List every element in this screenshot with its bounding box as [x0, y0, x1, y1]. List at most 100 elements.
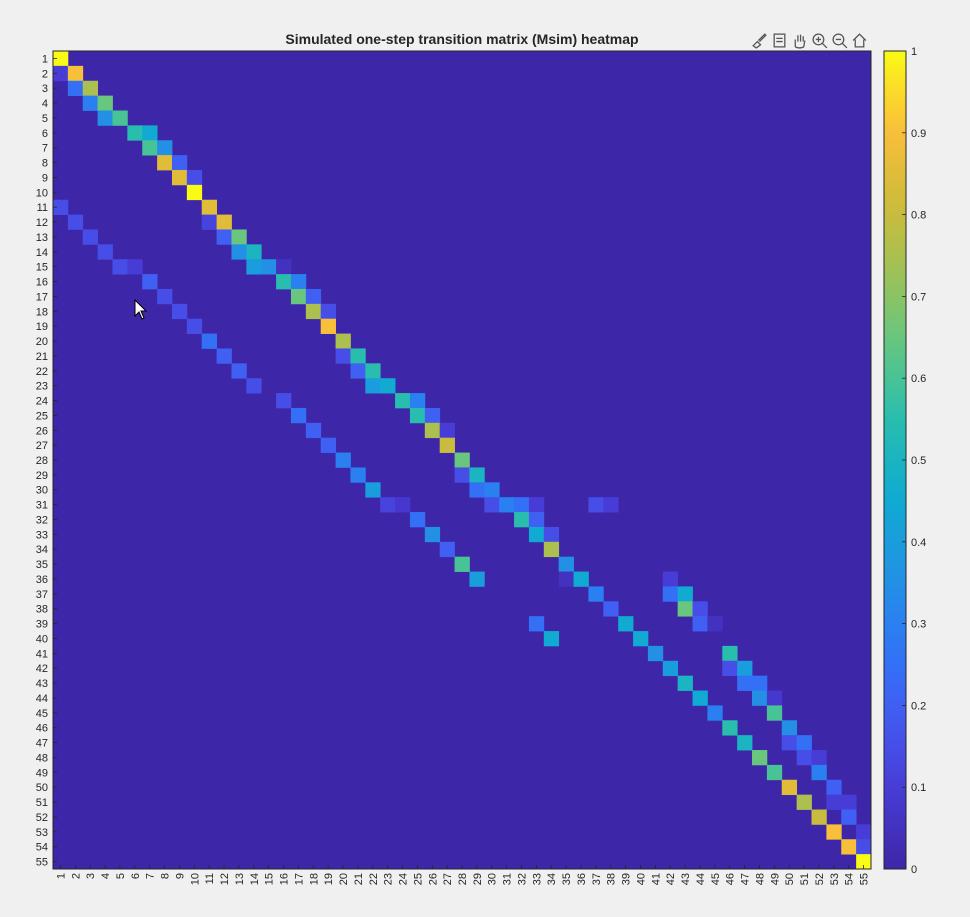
column-tick-label: 46	[725, 873, 737, 885]
colorbar-tick-label: 0.7	[911, 291, 926, 303]
row-tick-label: 45	[36, 708, 48, 720]
heatmap-cell	[98, 244, 113, 259]
zoom-out-button[interactable]	[830, 31, 849, 50]
heatmap-cell	[826, 780, 841, 795]
colorbar-tick-label: 0.5	[911, 455, 926, 467]
column-tick-label: 9	[174, 873, 186, 879]
column-tick-label: 28	[457, 873, 469, 885]
heatmap-cell	[797, 735, 812, 750]
heatmap-cell	[127, 259, 142, 274]
heatmap-cell	[202, 334, 217, 349]
column-tick-label: 11	[204, 873, 216, 884]
column-tick-label: 2	[70, 873, 82, 879]
column-tick-label: 7	[145, 873, 157, 879]
chart-title: Simulated one-step transition matrix (Ms…	[285, 31, 638, 47]
heatmap-cell	[737, 676, 752, 691]
row-tick-label: 2	[42, 68, 48, 80]
heatmap-cell	[246, 244, 261, 259]
heatmap-cell	[707, 705, 722, 720]
heatmap-cell	[559, 557, 574, 572]
column-tick-label: 31	[502, 873, 514, 885]
heatmap-cell	[425, 408, 440, 423]
heatmap-cell	[455, 557, 470, 572]
heatmap-cell	[350, 363, 365, 378]
heatmap-cell	[529, 616, 544, 631]
heatmap-cell	[246, 378, 261, 393]
heatmap-cell	[142, 274, 157, 289]
column-tick-label: 39	[621, 873, 633, 885]
row-tick-label: 5	[42, 113, 48, 125]
column-tick-label: 17	[293, 873, 305, 885]
heatmap-cell	[172, 304, 187, 319]
heatmap-cell	[217, 348, 232, 363]
heatmap-cell	[321, 438, 336, 453]
heatmap-cell	[68, 66, 83, 81]
heatmap-cell	[440, 438, 455, 453]
column-tick-label: 45	[710, 873, 722, 885]
heatmap-cell	[812, 810, 827, 825]
row-tick-label: 22	[36, 366, 48, 378]
heatmap-cell	[693, 616, 708, 631]
heatmap-cell	[157, 155, 172, 170]
column-tick-label: 37	[591, 873, 603, 885]
heatmap-cell	[410, 512, 425, 527]
heatmap-cell	[202, 215, 217, 230]
row-tick-label: 7	[42, 143, 48, 155]
heatmap-cell	[217, 229, 232, 244]
brush-button[interactable]	[750, 31, 769, 50]
heatmap-cell	[410, 408, 425, 423]
heatmap-cell	[291, 289, 306, 304]
heatmap-cell	[544, 542, 559, 557]
zoom-in-icon	[811, 32, 828, 49]
heatmap-cell	[812, 765, 827, 780]
column-tick-label: 15	[264, 873, 276, 885]
column-tick-label: 43	[680, 873, 692, 885]
heatmap-cell	[469, 482, 484, 497]
row-tick-label: 54	[36, 842, 48, 854]
row-tick-label: 49	[36, 767, 48, 779]
column-tick-label: 6	[130, 873, 142, 879]
column-tick-label: 5	[115, 873, 127, 879]
row-tick-label: 23	[36, 381, 48, 393]
heatmap-cell	[767, 765, 782, 780]
heatmap-cell	[856, 839, 871, 854]
heatmap-cell	[365, 378, 380, 393]
axes-toolbar	[750, 29, 869, 51]
row-tick-label: 38	[36, 604, 48, 616]
heatmap-cell	[722, 720, 737, 735]
column-tick-label: 53	[829, 873, 841, 885]
heatmap-cell	[633, 631, 648, 646]
heatmap-cell	[112, 110, 127, 125]
zoom-in-button[interactable]	[810, 31, 829, 50]
datatip-icon	[771, 32, 788, 49]
heatmap-cell	[841, 795, 856, 810]
row-tick-label: 17	[36, 291, 48, 303]
row-tick-label: 31	[36, 500, 48, 512]
heatmap-cell	[276, 393, 291, 408]
heatmap-cell	[707, 616, 722, 631]
heatmap-cell	[812, 750, 827, 765]
heatmap-cell	[678, 586, 693, 601]
column-tick-label: 36	[576, 873, 588, 885]
column-tick-label: 54	[844, 873, 856, 885]
row-tick-label: 36	[36, 574, 48, 586]
heatmap-cell	[737, 661, 752, 676]
datatip-button[interactable]	[770, 31, 789, 50]
heatmap-cell	[782, 720, 797, 735]
heatmap-cell	[588, 497, 603, 512]
home-button[interactable]	[850, 31, 869, 50]
row-tick-label: 53	[36, 827, 48, 839]
row-tick-label: 20	[36, 336, 48, 348]
heatmap-cell	[157, 140, 172, 155]
heatmap-cell	[693, 691, 708, 706]
heatmap-cell	[336, 334, 351, 349]
heatmap-cell	[693, 601, 708, 616]
heatmap-cell	[380, 378, 395, 393]
heatmap-cell	[826, 824, 841, 839]
row-tick-label: 42	[36, 663, 48, 675]
pan-button[interactable]	[790, 31, 809, 50]
heatmap-cell	[306, 423, 321, 438]
heatmap-cell	[529, 497, 544, 512]
heatmap-cell	[455, 467, 470, 482]
